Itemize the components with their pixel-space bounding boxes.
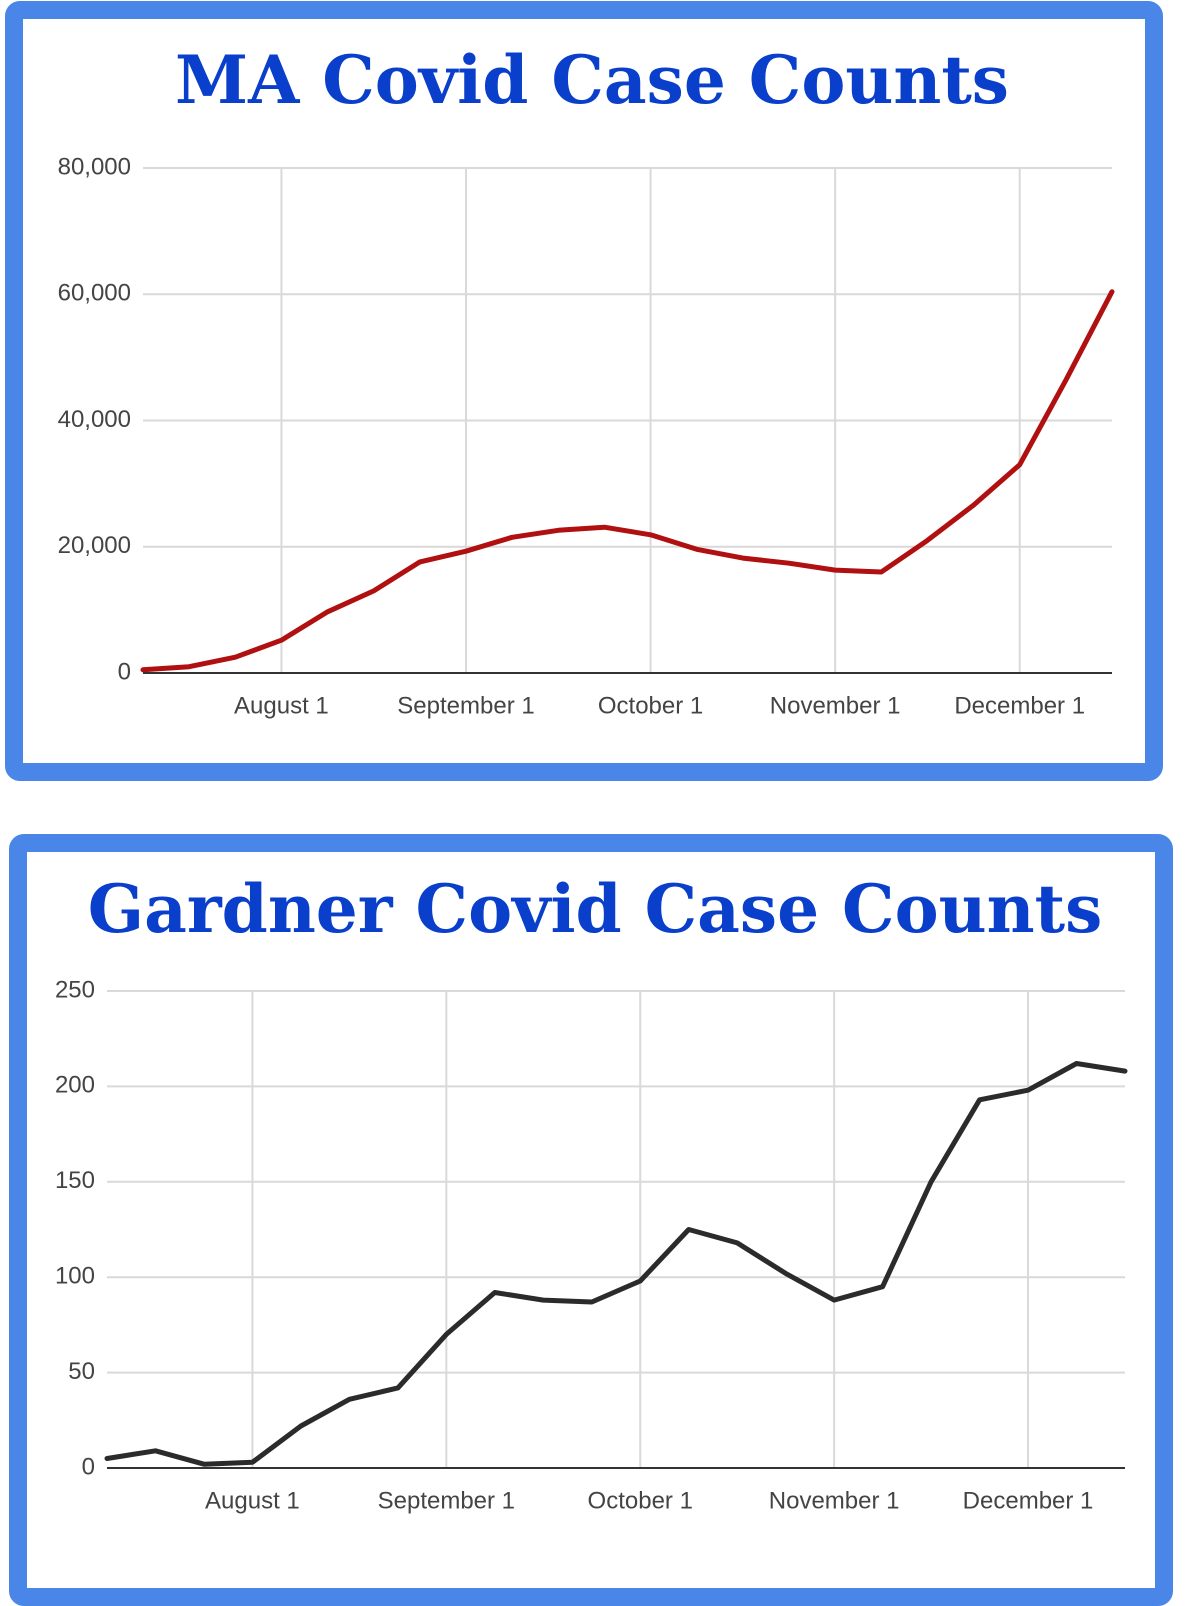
data-line [140,289,1115,673]
x-tick-label: December 1 [954,692,1085,719]
y-tick-label: 20,000 [58,532,131,559]
x-tick-label: October 1 [588,1487,693,1514]
chart-title: Gardner Covid Case Counts [88,870,1102,948]
y-tick-label: 100 [55,1263,95,1290]
data-line [104,1061,1128,1467]
y-tick-label: 60,000 [58,280,131,307]
x-tick-label: November 1 [770,692,901,719]
y-tick-label: 80,000 [58,153,131,180]
y-tick-label: 0 [82,1453,95,1480]
y-tick-label: 50 [68,1358,95,1385]
panel [5,1,1163,781]
y-tick-label: 40,000 [58,406,131,433]
chart-title: MA Covid Case Counts [175,41,1009,119]
x-tick-label: September 1 [397,692,534,719]
x-tick-label: October 1 [598,692,703,719]
y-tick-label: 0 [118,658,131,685]
x-tick-label: November 1 [769,1487,900,1514]
y-tick-label: 150 [55,1167,95,1194]
x-tick-label: August 1 [234,692,329,719]
x-tick-label: August 1 [205,1487,300,1514]
x-tick-label: December 1 [963,1487,1094,1514]
x-tick-label: September 1 [378,1487,515,1514]
y-tick-label: 200 [55,1072,95,1099]
panel [9,834,1173,1606]
y-tick-label: 250 [55,976,95,1003]
